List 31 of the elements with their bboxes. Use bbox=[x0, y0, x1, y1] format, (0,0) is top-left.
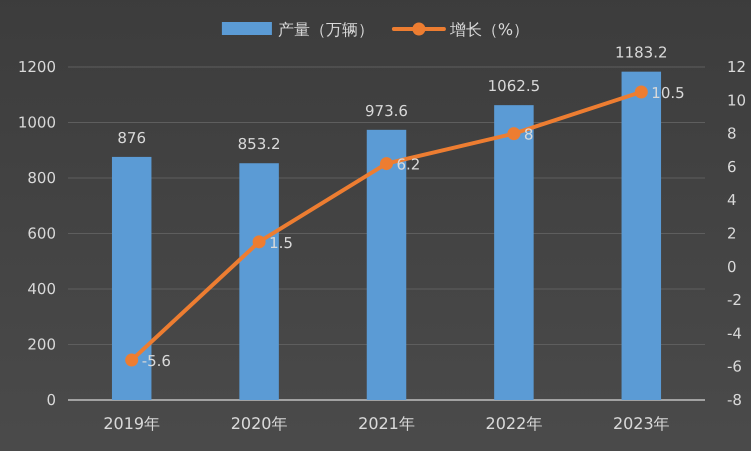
y2-tick-label: -4 bbox=[727, 324, 742, 342]
y2-tick-label: 2 bbox=[727, 224, 737, 242]
y2-tick-label: 12 bbox=[727, 58, 746, 76]
y2-tick-label: 8 bbox=[727, 124, 737, 143]
data-label: 1062.5 bbox=[488, 77, 540, 96]
y-tick-label: 1000 bbox=[18, 114, 56, 132]
x-tick-label: 2019年 bbox=[103, 414, 160, 433]
data-label: 853.2 bbox=[238, 135, 281, 154]
y-tick-label: 1200 bbox=[18, 58, 56, 76]
y2-tick-label: -8 bbox=[727, 391, 742, 409]
legend-label: 增长（%） bbox=[448, 20, 530, 39]
data-label: 973.6 bbox=[365, 102, 408, 120]
data-label: 1183.2 bbox=[615, 44, 668, 62]
x-tick-label: 2020年 bbox=[230, 414, 288, 433]
y-tick-label: 0 bbox=[46, 391, 56, 409]
legend-label: 产量（万辆） bbox=[278, 20, 374, 39]
y-tick-label: 200 bbox=[27, 336, 56, 354]
data-label: 8 bbox=[524, 126, 534, 144]
y-tick-label: 600 bbox=[27, 224, 56, 242]
y2-tick-label: -6 bbox=[727, 358, 742, 376]
x-tick-label: 2022年 bbox=[486, 414, 542, 433]
y-tick-label: 800 bbox=[27, 169, 56, 187]
y2-tick-label: 10 bbox=[727, 91, 746, 110]
y-tick-label: 400 bbox=[27, 280, 56, 298]
y2-tick-label: -2 bbox=[727, 291, 742, 310]
data-label: 876 bbox=[117, 128, 146, 147]
y2-tick-label: 4 bbox=[727, 191, 737, 210]
y2-tick-label: 0 bbox=[727, 258, 737, 276]
x-tick-label: 2023年 bbox=[612, 414, 670, 433]
x-tick-label: 2021年 bbox=[358, 414, 415, 433]
y2-tick-label: 6 bbox=[727, 158, 737, 176]
